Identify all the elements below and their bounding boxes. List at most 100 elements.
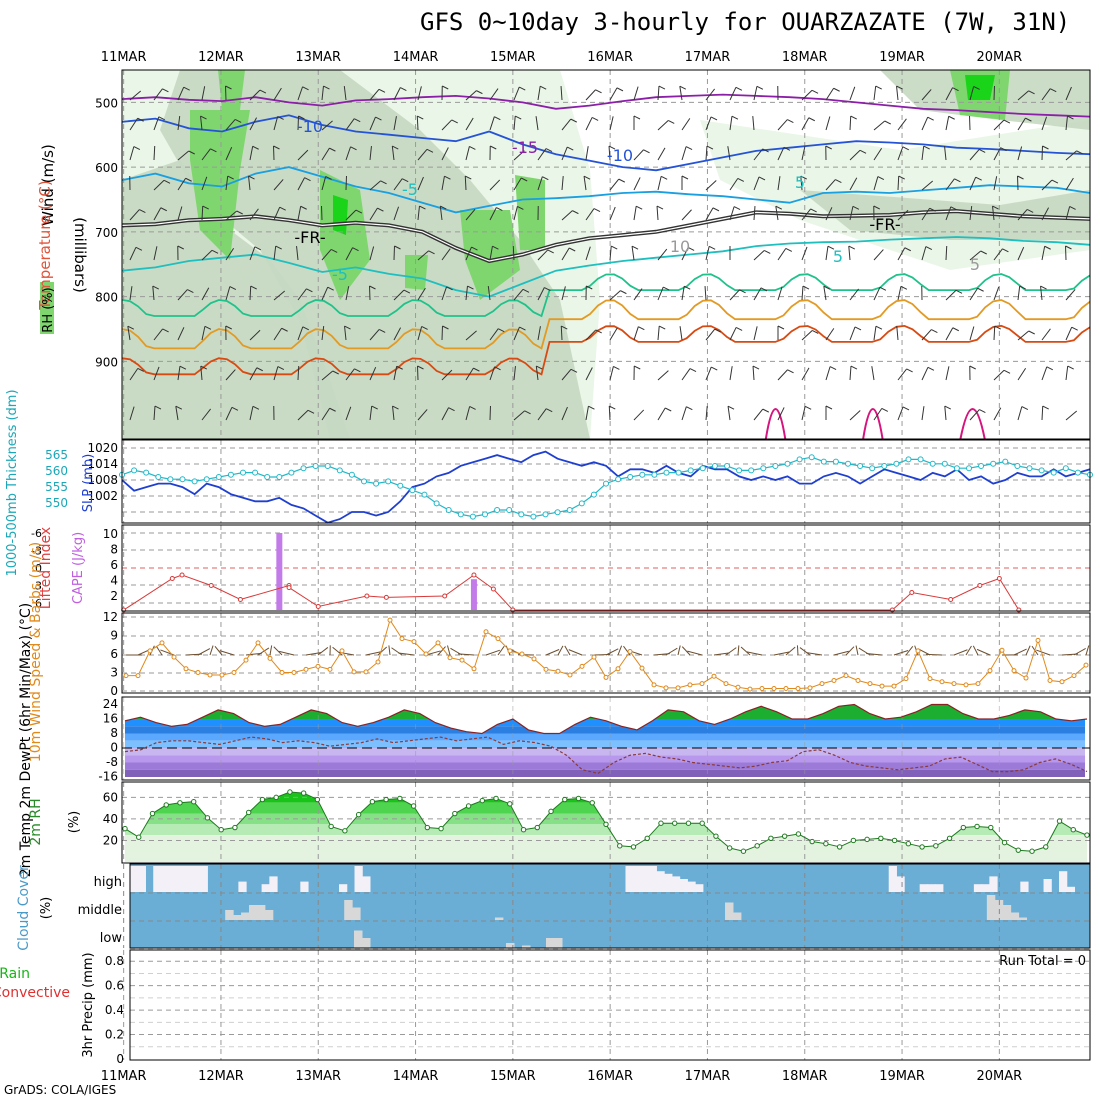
wind-speed-point bbox=[723, 681, 729, 687]
thickness-point bbox=[639, 471, 646, 478]
contour-label: -FR- bbox=[869, 215, 900, 234]
rh-point bbox=[864, 836, 870, 843]
contour-label: 5 bbox=[795, 173, 805, 192]
wind-barb-flag bbox=[1042, 145, 1049, 150]
upper-air-frame bbox=[121, 69, 1091, 440]
rh-point bbox=[768, 835, 774, 842]
wind-barb-flag bbox=[344, 325, 351, 330]
wind-barb bbox=[873, 86, 877, 101]
wind-barb-flag bbox=[467, 285, 474, 290]
wind-barb-flag bbox=[440, 205, 447, 210]
wind-barb-flag bbox=[875, 325, 883, 330]
wind-barb-flag bbox=[708, 245, 716, 250]
wind-barb bbox=[777, 147, 785, 161]
wind-barb-flag bbox=[494, 116, 501, 121]
wind-barb-flag bbox=[417, 365, 424, 370]
wind-barb-flag bbox=[469, 145, 476, 150]
wind-speed-point bbox=[1071, 673, 1077, 679]
wind-barb-flag bbox=[825, 405, 833, 410]
wind-barb bbox=[585, 146, 589, 161]
wind-barb bbox=[153, 145, 156, 161]
wind-barb bbox=[200, 366, 203, 381]
temp-band bbox=[125, 740, 1085, 748]
wind-speed-point bbox=[147, 648, 153, 654]
wind-barb-flag bbox=[1046, 366, 1054, 371]
wind-legend-label: Wind (m/s) bbox=[39, 144, 57, 226]
wind-barb bbox=[297, 149, 309, 161]
wind-barb bbox=[1041, 179, 1053, 191]
thickness-tick-label: 560 bbox=[45, 464, 68, 478]
wind-speed-point bbox=[807, 685, 813, 691]
wind-barb bbox=[777, 286, 783, 301]
wind-barb bbox=[585, 246, 591, 261]
wind-barb bbox=[753, 408, 764, 421]
contour-label: 10 bbox=[670, 237, 690, 256]
wind-barb bbox=[321, 407, 331, 421]
thickness-axis-label: 1000-500mb Thickness (dm) bbox=[5, 389, 20, 576]
wind-barb bbox=[489, 179, 501, 191]
wind-barb bbox=[201, 205, 204, 221]
wind-barb-flag bbox=[714, 328, 722, 333]
wind-barb-flag bbox=[378, 328, 386, 333]
wind-barb bbox=[497, 645, 505, 656]
lifted-index-point bbox=[471, 572, 477, 578]
wind-barb bbox=[801, 146, 806, 161]
cloud-cell bbox=[1018, 917, 1028, 920]
wind-barb bbox=[537, 176, 543, 191]
wind-speed-point bbox=[291, 670, 297, 675]
wind-barb bbox=[849, 206, 854, 221]
wind-barb-flag bbox=[139, 209, 146, 214]
wind-barb bbox=[1025, 645, 1031, 656]
cape-axis-label: CAPE (J/kg) bbox=[71, 532, 86, 604]
wind-barb bbox=[249, 367, 258, 381]
wind-barb-flag bbox=[752, 365, 760, 370]
wind-barb bbox=[993, 407, 1002, 421]
wind-barb bbox=[393, 327, 402, 341]
wind-barb-flag bbox=[519, 86, 526, 91]
wind-barb bbox=[489, 207, 497, 221]
rh-frame bbox=[121, 781, 1091, 864]
wind-barb bbox=[225, 286, 231, 301]
wind-barb bbox=[1017, 209, 1028, 221]
thickness-point bbox=[978, 463, 985, 469]
wind-barb bbox=[417, 409, 428, 421]
rh-point bbox=[259, 796, 266, 803]
lifted-index-point bbox=[315, 604, 321, 609]
wind-speed-point bbox=[1011, 668, 1017, 674]
wind-barb bbox=[441, 147, 449, 161]
wind-barb bbox=[665, 647, 678, 656]
wind-barb bbox=[345, 209, 357, 221]
wind-barb-flag bbox=[1021, 406, 1029, 410]
wind-barb-flag bbox=[469, 406, 476, 410]
wind-barb-flag bbox=[519, 326, 526, 331]
wind-barb-flag bbox=[252, 145, 259, 150]
rh-point bbox=[300, 790, 307, 796]
wind-barb bbox=[249, 406, 254, 421]
wind-barb bbox=[848, 246, 851, 261]
wind-barb-flag bbox=[1067, 115, 1074, 120]
wind-barb-flag bbox=[613, 365, 620, 370]
rh-point bbox=[232, 824, 238, 831]
contour-label: -10 bbox=[297, 117, 323, 136]
wind-barb bbox=[393, 87, 401, 101]
top-day-label: 13MAR bbox=[295, 50, 341, 65]
wind-barb bbox=[129, 209, 140, 221]
wind-barb bbox=[729, 289, 740, 301]
wind-barb-flag bbox=[187, 289, 194, 294]
wind-barb bbox=[633, 206, 637, 221]
contour-label: 5 bbox=[833, 247, 843, 266]
wind-barb bbox=[560, 85, 563, 101]
thickness-point bbox=[373, 480, 380, 487]
wind-barb bbox=[825, 179, 836, 191]
thickness-point bbox=[203, 476, 210, 483]
contour-label: 5 bbox=[970, 255, 980, 274]
wind-barb-flag bbox=[392, 405, 399, 410]
wind-barb bbox=[753, 250, 765, 261]
thickness-point bbox=[699, 465, 706, 472]
wind-barb bbox=[305, 652, 322, 656]
wind-speed-point bbox=[399, 636, 405, 642]
thickness-point bbox=[155, 474, 162, 480]
wind-barb bbox=[705, 328, 716, 341]
wind-barb-flag bbox=[954, 178, 961, 183]
cloud-cell bbox=[633, 866, 642, 892]
